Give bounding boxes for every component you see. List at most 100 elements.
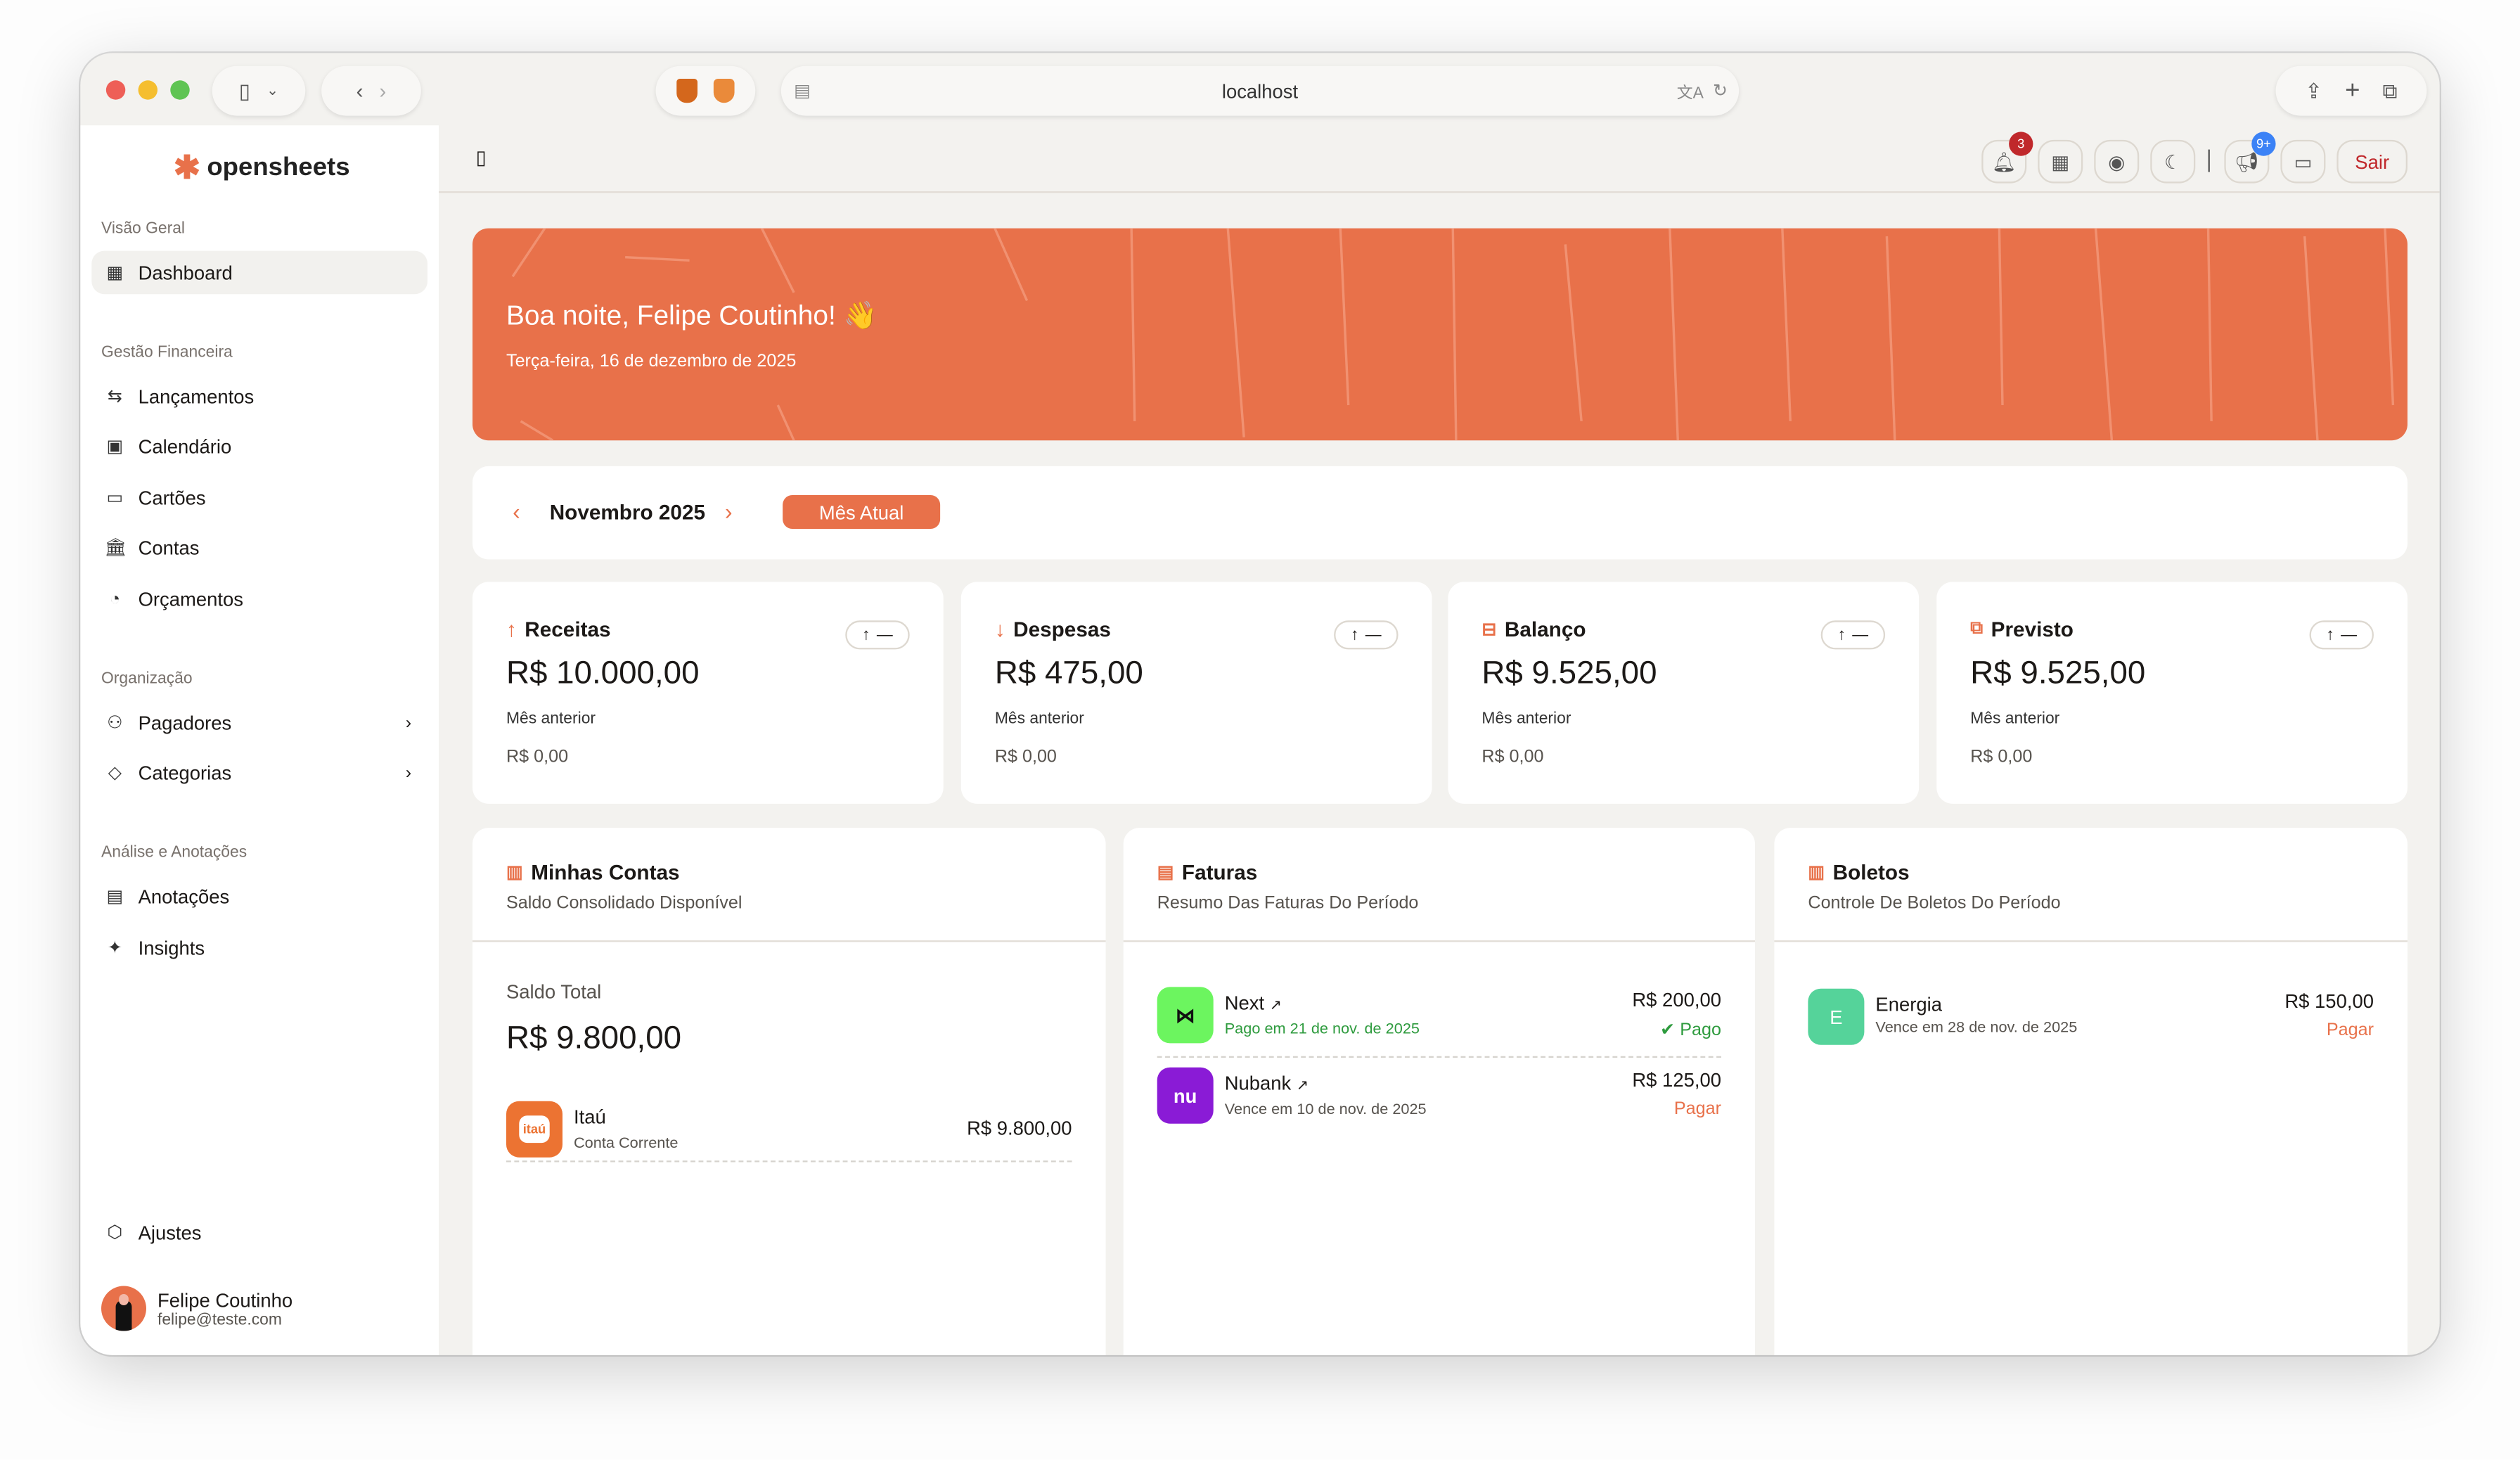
sidebar-item-insights[interactable]: ✦ Insights: [91, 926, 428, 970]
external-link-icon[interactable]: ↗: [1269, 997, 1282, 1013]
extensions: [655, 65, 756, 116]
privacy-toggle-button[interactable]: ◉: [2094, 139, 2140, 184]
previous-month-button[interactable]: ‹: [513, 498, 520, 525]
reload-icon[interactable]: ↻: [1713, 82, 1728, 101]
nav-label: Pagadores: [138, 711, 232, 734]
sidebar-item-lancamentos[interactable]: ⇆ Lançamentos: [91, 375, 428, 418]
stat-value: R$ 9.525,00: [1970, 655, 2146, 691]
stat-prev-value: R$ 0,00: [1970, 747, 2033, 767]
nav-label: Ajustes: [138, 1220, 202, 1243]
stat-card-receitas: ↑ Receitas ↑ — R$ 10.000,00 Mês anterior R…: [472, 582, 944, 804]
notifications-button[interactable]: 🔔︎ 3: [1981, 132, 2033, 184]
notes-icon: ▤: [106, 887, 124, 907]
shield-icon[interactable]: [713, 78, 735, 103]
sidebar-item-categorias[interactable]: ◇ Categorias ›: [91, 750, 428, 794]
theme-toggle-button[interactable]: ☾: [2150, 139, 2196, 184]
user-profile[interactable]: Felipe Coutinho felipe@teste.com: [101, 1286, 292, 1331]
stat-title: Receitas: [525, 617, 611, 641]
account-name: Itaú: [573, 1106, 606, 1129]
pay-button[interactable]: Pagar: [2326, 1020, 2374, 1040]
app-logo[interactable]: ✱ opensheets: [174, 148, 350, 188]
close-window-button[interactable]: [105, 80, 126, 100]
bell-icon: 🔔︎: [1991, 150, 2017, 173]
sidebar-item-calendario[interactable]: ▣ Calendário: [91, 424, 428, 468]
section-label: Análise e Anotações: [101, 843, 248, 862]
forward-icon[interactable]: ›: [379, 78, 387, 103]
bill-amount: R$ 150,00: [2284, 990, 2374, 1013]
sidebar-item-pagadores[interactable]: ⚇ Pagadores ›: [91, 701, 428, 745]
nav-label: Anotações: [138, 885, 230, 908]
logout-button[interactable]: Sair: [2336, 139, 2408, 184]
pay-button[interactable]: Pagar: [1673, 1099, 1721, 1119]
invoice-row[interactable]: nu Nubank ↗ Vence em 10 de nov. de 2025 …: [1157, 1067, 1721, 1139]
trend-value: —: [1852, 626, 1869, 644]
chevron-right-icon: ›: [405, 712, 412, 733]
window-actions: ⇪ + ⧉: [2275, 65, 2427, 116]
arrow-up-icon: ↑: [862, 626, 870, 644]
stat-card-despesas: ↓ Despesas ↑ — R$ 475,00 Mês anterior R$ 0…: [960, 582, 1432, 804]
maximize-window-button[interactable]: [170, 80, 190, 100]
chevron-right-icon: ›: [405, 762, 412, 782]
balance-icon: ⊟: [1481, 620, 1497, 640]
tag-icon: ◇: [108, 763, 122, 783]
bill-row[interactable]: E Energia Vence em 28 de nov. de 2025 R$…: [1808, 988, 2374, 1060]
next-logo: ⋈: [1157, 987, 1214, 1044]
nav-label: Categorias: [138, 761, 232, 784]
card-title: Boletos: [1832, 859, 1910, 885]
trend-badge: ↑ —: [845, 620, 910, 650]
invoice-name: Nubank: [1224, 1072, 1292, 1095]
external-link-icon[interactable]: ↗: [1296, 1077, 1309, 1094]
sidebar-item-anotacoes[interactable]: ▤ Anotações: [91, 874, 428, 918]
page-menu-icon[interactable]: ▤: [794, 82, 811, 101]
date-text: Terça-feira, 16 de dezembro de 2025: [506, 352, 797, 371]
back-icon[interactable]: ‹: [356, 78, 364, 103]
barcode-icon: ▥: [1808, 863, 1825, 883]
address-bar[interactable]: ▤ localhost 文A ↻: [780, 65, 1740, 116]
stat-card-previsto: ⧉ Previsto ↑ — R$ 9.525,00 Mês anterior R$…: [1936, 582, 2408, 804]
card-title: Faturas: [1181, 859, 1258, 885]
next-month-button[interactable]: ›: [724, 498, 733, 525]
stat-value: R$ 475,00: [994, 655, 1143, 691]
calculator-icon: ▦: [2051, 150, 2070, 173]
nav-label: Dashboard: [138, 261, 233, 284]
sidebar-item-orcamentos[interactable]: ◔ Orçamentos: [91, 577, 428, 621]
calculator-button[interactable]: ▦: [2038, 139, 2083, 184]
user-name: Felipe Coutinho: [157, 1288, 293, 1311]
bill-detail: Vence em 28 de nov. de 2025: [1875, 1019, 2078, 1037]
toggle-sidebar-icon[interactable]: ▯: [475, 146, 487, 169]
minimize-window-button[interactable]: [138, 80, 158, 100]
announcements-button[interactable]: 📢︎ 9+: [2224, 132, 2276, 184]
translate-icon[interactable]: 文A: [1676, 85, 1704, 103]
current-month-label: Novembro 2025: [549, 499, 706, 525]
tabs-overview-icon[interactable]: ⧉: [2382, 77, 2398, 103]
sidebar-toggle-button[interactable]: ▯ ⌄: [212, 65, 306, 116]
sidebar-item-ajustes[interactable]: ⬡ Ajustes: [91, 1210, 428, 1254]
stat-title: Balanço: [1504, 617, 1586, 641]
sidebar-item-dashboard[interactable]: ▦ Dashboard: [91, 250, 428, 295]
current-month-button[interactable]: Mês Atual: [783, 494, 941, 529]
bitwarden-icon[interactable]: [676, 78, 698, 103]
invoice-detail: Vence em 10 de nov. de 2025: [1224, 1101, 1427, 1119]
card-subtitle: Saldo Consolidado Disponível: [506, 893, 742, 914]
section-label: Visão Geral: [101, 220, 186, 238]
trend-badge: ↑ —: [2309, 620, 2374, 650]
nav-label: Orçamentos: [138, 587, 243, 610]
stat-prev-label: Mês anterior: [1970, 710, 2060, 729]
bills-card: ▥ Boletos Controle De Boletos Do Período E…: [1774, 828, 2408, 1355]
invoice-amount: R$ 200,00: [1632, 988, 1721, 1011]
url-text: localhost: [1221, 79, 1299, 103]
stat-card-balanco: ⊟ Balanço ↑ — R$ 9.525,00 Mês anterior R$ …: [1448, 582, 1920, 804]
bank-icon: 🏛: [104, 538, 127, 558]
period-selector: ‹ Novembro 2025 › Mês Atual: [472, 466, 2408, 560]
app-name: opensheets: [207, 153, 350, 181]
invoice-row[interactable]: ⋈ Next ↗ Pago em 21 de nov. de 2025 R$ 2…: [1157, 987, 1721, 1058]
invoices-card: ▤ Faturas Resumo Das Faturas Do Período ⋈ …: [1123, 828, 1755, 1355]
check-circle-icon: ✔: [1660, 1020, 1676, 1040]
sidebar-icon: ▯: [238, 77, 251, 103]
sidebar-item-contas[interactable]: 🏛 Contas: [91, 525, 428, 569]
share-icon[interactable]: ⇪: [2305, 77, 2323, 103]
feedback-button[interactable]: ▭: [2280, 139, 2326, 184]
account-row[interactable]: itaú Itaú Conta Corrente R$ 9.800,00: [506, 1101, 1072, 1163]
sidebar-item-cartoes[interactable]: ▭ Cartões: [91, 476, 428, 520]
new-tab-icon[interactable]: +: [2345, 76, 2360, 104]
